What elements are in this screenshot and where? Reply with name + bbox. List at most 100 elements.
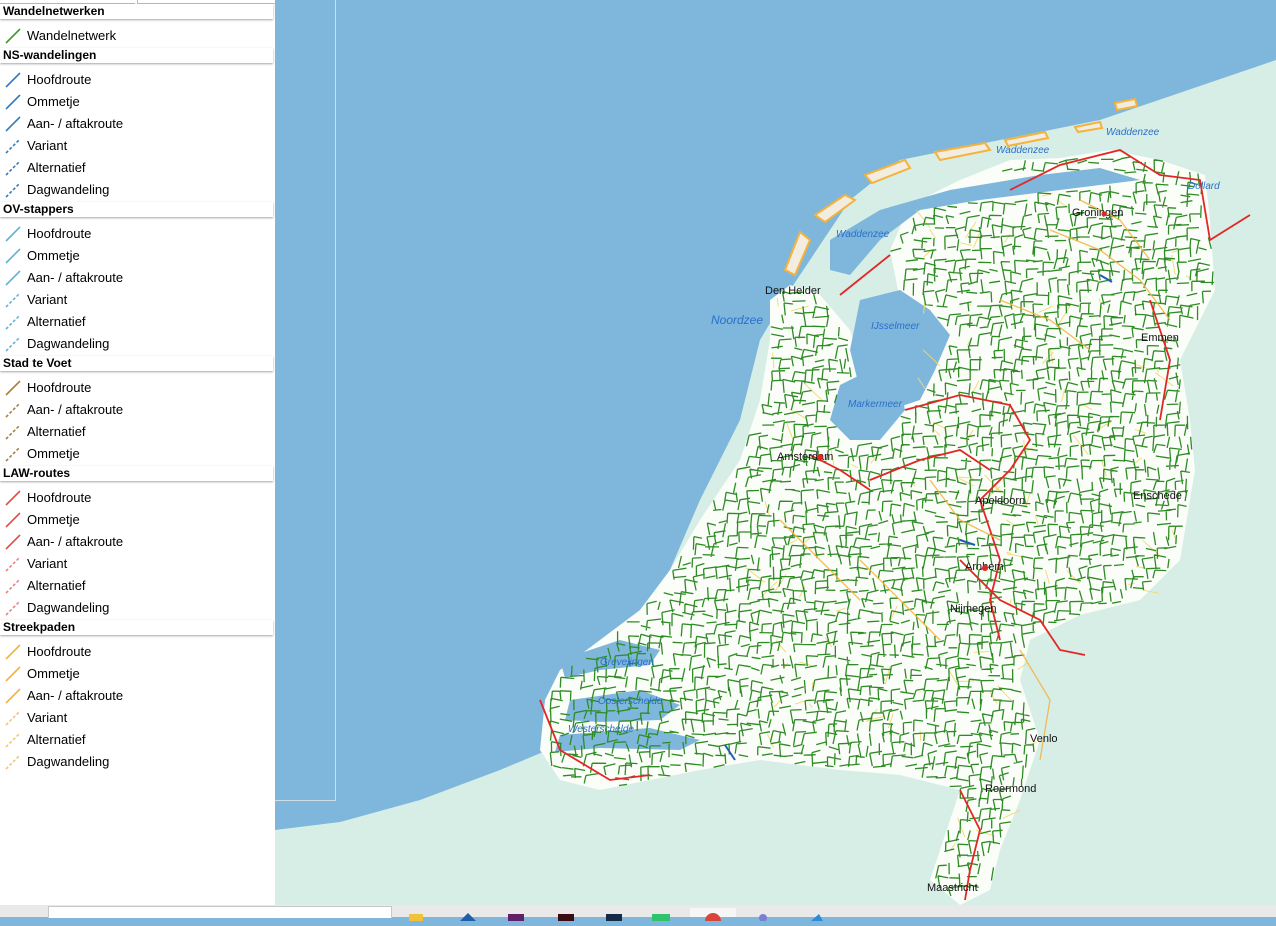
line-symbol-icon	[5, 534, 21, 550]
legend-item[interactable]: Ommetje	[0, 245, 270, 267]
legend-group-header[interactable]: OV-stappers	[0, 202, 273, 217]
teams-icon[interactable]	[752, 908, 774, 922]
legend-group-header[interactable]: Stad te Voet	[0, 356, 273, 371]
legend-item[interactable]: Ommetje	[0, 663, 270, 685]
legend-item[interactable]: Ommetje	[0, 91, 270, 113]
line-symbol-icon	[5, 644, 21, 660]
legend-item-label: Variant	[27, 710, 68, 725]
city-labels: Den Helder Groningen Emmen Amsterdam Ape…	[765, 207, 1182, 894]
legend-item[interactable]: Dagwandeling	[0, 597, 270, 619]
city-label-venlo: Venlo	[1030, 733, 1058, 745]
legend-item[interactable]: Dagwandeling	[0, 179, 270, 201]
line-symbol-icon	[5, 710, 21, 726]
legend-item-label: Hoofdroute	[27, 644, 92, 659]
legend-item[interactable]: Wandelnetwerk	[0, 25, 270, 47]
legend-item[interactable]: Alternatief	[0, 575, 270, 597]
legend-item[interactable]: Aan- / aftakroute	[0, 685, 270, 707]
water-label-waddenzee-1: Waddenzee	[836, 229, 890, 240]
legend-item-label: Aan- / aftakroute	[27, 534, 124, 549]
legend-item[interactable]: Dagwandeling	[0, 751, 270, 773]
legend-item[interactable]: Variant	[0, 135, 270, 157]
legend-item[interactable]: Aan- / aftakroute	[0, 531, 270, 553]
legend-item[interactable]: Hoofdroute	[0, 377, 270, 399]
legend-group-header[interactable]: Wandelnetwerken	[0, 4, 273, 19]
line-symbol-icon	[5, 248, 21, 264]
city-label-roermond: Roermond	[985, 783, 1036, 795]
legend-item[interactable]: Aan- / aftakroute	[0, 399, 270, 421]
chrome-icon[interactable]	[690, 908, 736, 926]
line-symbol-icon	[5, 424, 21, 440]
line-symbol-icon	[5, 688, 21, 704]
line-symbol-icon	[5, 556, 21, 572]
legend-item[interactable]: Variant	[0, 707, 270, 729]
green-app-icon[interactable]	[650, 908, 672, 921]
legend-item-label: Alternatief	[27, 160, 86, 175]
blue-app-icon[interactable]	[805, 908, 827, 921]
legend-item-label: Alternatief	[27, 424, 86, 439]
legend-item[interactable]: Aan- / aftakroute	[0, 267, 270, 289]
legend-item[interactable]: Ommetje	[0, 509, 270, 531]
slack-icon[interactable]	[505, 908, 527, 921]
legend-panel[interactable]: Wandelnetwerken Wandelnetwerk NS-wandeling…	[0, 0, 275, 905]
line-symbol-icon	[5, 446, 21, 462]
legend-item-label: Aan- / aftakroute	[27, 688, 124, 703]
city-label-maastricht: Maastricht	[927, 882, 978, 894]
city-label-apeldoorn: Apeldoorn	[975, 495, 1025, 507]
legend-item-label: Aan- / aftakroute	[27, 116, 124, 131]
legend-item-label: Alternatief	[27, 732, 86, 747]
acrobat-icon[interactable]	[555, 908, 577, 921]
legend-item[interactable]: Ommetje	[0, 443, 270, 465]
water-label-westerschelde: Westerschelde	[568, 724, 634, 735]
legend-group-header[interactable]: LAW-routes	[0, 466, 273, 481]
legend-item-label: Variant	[27, 138, 68, 153]
water-label-markermeer: Markermeer	[848, 399, 903, 410]
legend-item[interactable]: Hoofdroute	[0, 69, 270, 91]
water-label-oosterschelde: Oosterschelde	[598, 696, 663, 707]
edge-browser-icon[interactable]	[457, 908, 479, 921]
wadden-islands	[783, 97, 1139, 277]
line-symbol-icon	[5, 336, 21, 352]
legend-item-label: Aan- / aftakroute	[27, 402, 124, 417]
legend-item-label: Ommetje	[27, 248, 80, 263]
line-symbol-icon	[5, 490, 21, 506]
file-explorer-icon[interactable]	[405, 908, 427, 921]
city-markers	[817, 211, 1107, 571]
legend-item[interactable]: Hoofdroute	[0, 487, 270, 509]
legend-group-header[interactable]: NS-wandelingen	[0, 48, 273, 63]
legend-item[interactable]: Variant	[0, 289, 270, 311]
taskbar-search-box[interactable]	[48, 906, 392, 918]
legend-item[interactable]: Hoofdroute	[0, 641, 270, 663]
legend-item[interactable]: Hoofdroute	[0, 223, 270, 245]
wandelnetwerk-lines	[549, 156, 1215, 897]
legend-item[interactable]: Alternatief	[0, 729, 270, 751]
city-label-enschede: Enschede	[1133, 490, 1182, 502]
line-symbol-icon	[5, 292, 21, 308]
legend-item-label: Hoofdroute	[27, 380, 92, 395]
legend-item[interactable]: Aan- / aftakroute	[0, 113, 270, 135]
legend-item-label: Dagwandeling	[27, 182, 110, 197]
line-symbol-icon	[5, 72, 21, 88]
netherlands-land	[540, 150, 1215, 905]
law-routes	[539, 149, 1251, 901]
city-label-den-helder: Den Helder	[765, 285, 821, 297]
terminal-icon[interactable]	[603, 908, 625, 921]
legend-item[interactable]: Alternatief	[0, 311, 270, 333]
legend-item-label: Dagwandeling	[27, 336, 110, 351]
legend-item[interactable]: Dagwandeling	[0, 333, 270, 355]
legend-item[interactable]: Alternatief	[0, 421, 270, 443]
line-symbol-icon	[5, 28, 21, 44]
map-side-panel-border	[275, 0, 336, 801]
legend-item[interactable]: Variant	[0, 553, 270, 575]
city-label-amsterdam: Amsterdam	[777, 451, 833, 463]
line-symbol-icon	[5, 732, 21, 748]
legend-item-label: Aan- / aftakroute	[27, 270, 124, 285]
legend-item[interactable]: Alternatief	[0, 157, 270, 179]
local-roads-path	[745, 193, 1193, 850]
legend-item-label: Alternatief	[27, 578, 86, 593]
legend-top-tabs[interactable]	[0, 0, 275, 4]
legend-item-label: Ommetje	[27, 666, 80, 681]
line-symbol-icon	[5, 182, 21, 198]
line-symbol-icon	[5, 138, 21, 154]
legend-group-header[interactable]: Streekpaden	[0, 620, 273, 635]
line-symbol-icon	[5, 578, 21, 594]
